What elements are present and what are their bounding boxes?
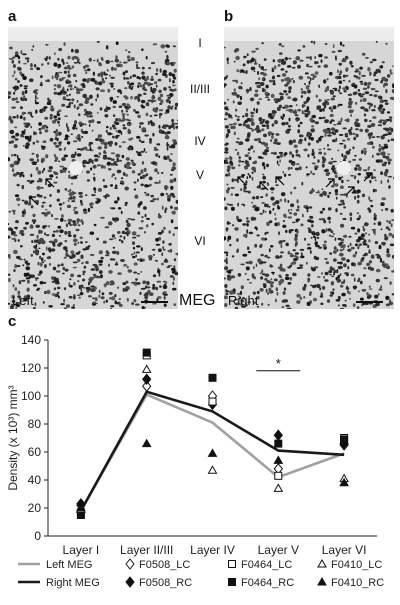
y-tick-label: 120 — [21, 361, 41, 375]
arrow-icon — [45, 178, 55, 188]
micrograph-right-caption: Right — [228, 293, 259, 308]
x-tick-label: Layer IV — [190, 543, 235, 557]
micrograph-left-caption: Left — [12, 293, 34, 308]
data-point-f0464-rc — [274, 439, 283, 448]
data-point-f0508-rc — [273, 429, 283, 442]
meg-label: MEG — [179, 292, 216, 309]
legend-swatch — [317, 558, 327, 568]
data-point-f0410-rc — [207, 448, 218, 457]
y-tick-label: 140 — [21, 333, 41, 347]
data-point-f0410-rc — [76, 502, 86, 512]
significance-label: * — [276, 356, 281, 371]
legend-label: Right MEG — [46, 577, 100, 589]
arrow-icon — [275, 176, 285, 186]
micrograph-left-image — [8, 27, 178, 309]
data-point-f0508-rc — [142, 373, 152, 386]
layer-label-vi: VI — [194, 234, 206, 248]
legend-swatch — [228, 560, 236, 568]
micrograph-right-image — [224, 27, 394, 309]
density-chart: 0 20 40 60 80 100 120 140 Layer I Layer II/III Lay… — [6, 333, 384, 589]
legend-label: F0508_LC — [139, 559, 190, 571]
arrow-icon — [237, 176, 247, 186]
data-point-f0464-rc — [340, 435, 349, 444]
data-point-f0410-lc — [273, 483, 284, 492]
scale-bar-left — [141, 301, 168, 303]
micrograph-cells — [224, 40, 394, 309]
data-point-f0464-lc — [208, 397, 217, 406]
arrow-icon — [363, 172, 373, 182]
data-point-f0508-lc — [142, 380, 152, 393]
micrograph-left — [8, 27, 178, 309]
y-tick-label: 60 — [28, 445, 42, 459]
y-tick-label: 80 — [28, 417, 42, 431]
layer-label-iv: IV — [194, 134, 206, 148]
micrograph-right — [224, 27, 394, 309]
legend-swatch — [125, 558, 135, 570]
data-point-f0464-rc — [208, 373, 217, 382]
data-point-f0464-lc — [274, 471, 283, 480]
layer-label-i: I — [198, 36, 202, 50]
data-point-f0410-lc — [141, 364, 152, 373]
legend-label: F0410_LC — [331, 559, 382, 571]
legend-label: F0464_LC — [241, 559, 292, 571]
y-axis-label: Density (x 10³) mm³ — [6, 385, 20, 490]
legend-swatch — [317, 576, 327, 586]
micrograph-cells — [8, 40, 178, 309]
panel-letter-c: c — [8, 313, 17, 330]
data-point-f0410-rc — [141, 438, 152, 448]
x-tick-label: Layer VI — [322, 543, 367, 557]
legend-swatch — [125, 576, 135, 588]
series-line-right-meg — [79, 390, 345, 512]
data-point-f0410-lc — [207, 465, 218, 474]
arrow-icon — [259, 181, 269, 191]
layer-label-ii-iii: II/III — [189, 82, 210, 96]
legend-label: F0464_RC — [241, 577, 294, 589]
x-tick-label: Layer V — [258, 543, 299, 557]
data-point-f0410-rc — [273, 455, 284, 464]
arrow-icon — [29, 196, 39, 206]
scale-bar-right — [356, 301, 383, 303]
legend-label: F0508_RC — [139, 577, 192, 589]
arrow-icon — [325, 178, 335, 188]
y-tick-label: 100 — [21, 389, 41, 403]
data-point-f0464-rc — [142, 348, 151, 357]
legend-label: F0410_RC — [331, 577, 384, 589]
y-tick-label: 0 — [34, 529, 41, 543]
arrow-icon — [345, 186, 355, 196]
y-tick-label: 20 — [28, 501, 42, 515]
y-tick-label: 40 — [28, 473, 42, 487]
x-tick-label: Layer II/III — [120, 543, 173, 557]
data-point-f0410-rc — [339, 477, 349, 487]
layer-label-v: V — [195, 168, 204, 182]
x-tick-label: Layer I — [63, 543, 100, 557]
panel-letter-b: b — [224, 8, 234, 25]
panel-letter-a: a — [8, 8, 17, 25]
legend-label: Left MEG — [46, 559, 92, 571]
legend-swatch — [228, 578, 236, 586]
